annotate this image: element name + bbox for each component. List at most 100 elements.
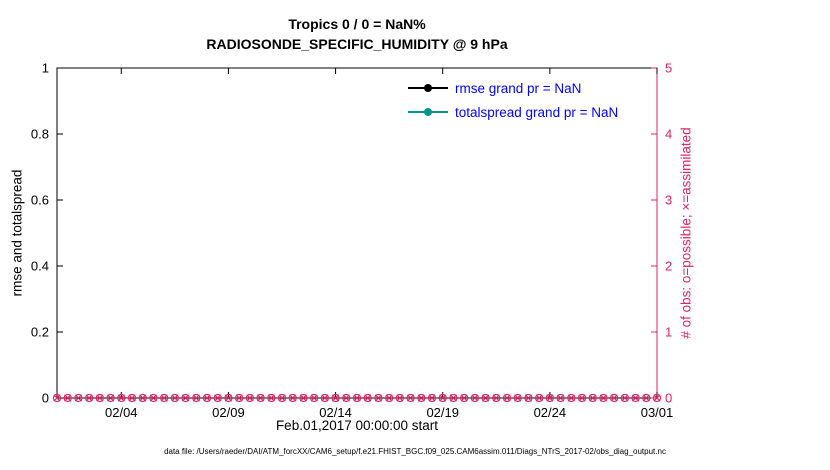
assimilated-obs-marker	[546, 394, 554, 402]
assimilated-obs-marker	[460, 394, 468, 402]
possible-obs-marker	[74, 393, 83, 403]
possible-obs-marker	[127, 393, 137, 403]
possible-obs-marker	[449, 393, 458, 403]
assimilated-obs-marker	[214, 394, 222, 402]
assimilated-obs-marker	[396, 394, 404, 402]
assimilated-obs-marker	[299, 394, 308, 402]
x-tick-label: 02/14	[319, 405, 352, 420]
y-axis-label-right: # of obs: o=possible; ×=assimilated	[678, 127, 694, 339]
possible-obs-marker	[245, 393, 255, 403]
assimilated-obs-marker	[289, 394, 297, 402]
y-tick-label-left: 1	[42, 61, 49, 76]
possible-obs-marker	[256, 393, 265, 403]
possible-obs-marker	[534, 393, 544, 403]
possible-obs-marker	[577, 393, 587, 403]
assimilated-obs-marker	[106, 394, 115, 402]
assimilated-obs-marker	[85, 394, 93, 402]
assimilated-obs-marker	[64, 394, 72, 402]
assimilated-obs-marker	[621, 394, 629, 402]
totalspread-line-marker-icon	[408, 108, 448, 116]
possible-obs-marker	[406, 393, 415, 403]
assimilated-obs-marker	[417, 394, 425, 402]
assimilated-obs-marker	[128, 394, 136, 402]
possible-obs-marker	[170, 393, 180, 403]
y-tick-label-left: 0	[42, 391, 49, 406]
possible-obs-marker	[202, 393, 212, 403]
possible-obs-marker	[502, 393, 512, 403]
possible-obs-marker	[320, 393, 330, 403]
y-tick-label-right: 4	[665, 127, 672, 142]
possible-obs-marker	[117, 393, 126, 403]
possible-obs-marker	[95, 393, 105, 403]
assimilated-obs-marker	[117, 394, 125, 402]
assimilated-obs-marker	[374, 394, 383, 402]
possible-obs-marker	[384, 393, 394, 403]
possible-obs-marker	[459, 393, 469, 403]
possible-obs-marker	[567, 393, 576, 403]
x-tick-label: 03/01	[641, 405, 674, 420]
possible-obs-marker	[234, 393, 244, 403]
assimilated-obs-marker	[171, 394, 179, 402]
y-axis-label-left: rmse and totalspread	[9, 169, 25, 297]
possible-obs-marker	[159, 393, 169, 403]
assimilated-obs-marker	[599, 394, 608, 402]
possible-obs-marker	[481, 393, 490, 403]
legend-row-totalspread: totalspread grand pr = NaN	[408, 100, 618, 124]
assimilated-obs-marker	[578, 394, 586, 402]
possible-obs-marker	[149, 393, 158, 403]
possible-obs-marker	[599, 393, 608, 403]
possible-obs-marker	[267, 393, 276, 403]
assimilated-obs-marker	[385, 394, 393, 402]
assimilated-obs-marker	[96, 394, 104, 402]
y-tick-label-left: 0.8	[31, 127, 49, 142]
assimilated-obs-marker	[556, 394, 565, 402]
possible-obs-marker	[84, 393, 94, 403]
possible-obs-marker	[631, 393, 640, 403]
assimilated-obs-marker	[481, 394, 490, 402]
assimilated-obs-marker	[589, 394, 597, 402]
possible-obs-marker	[374, 393, 383, 403]
possible-obs-marker	[395, 393, 405, 403]
x-tick-label: 02/04	[105, 405, 138, 420]
assimilated-obs-marker	[246, 394, 254, 402]
possible-obs-marker	[342, 393, 351, 403]
x-tick-label: 02/09	[212, 405, 245, 420]
possible-obs-marker	[192, 393, 201, 403]
assimilated-obs-marker	[471, 394, 479, 402]
assimilated-obs-marker	[203, 394, 211, 402]
x-tick-label: 02/24	[534, 405, 567, 420]
possible-obs-marker	[181, 393, 190, 403]
possible-obs-marker	[352, 393, 362, 403]
possible-obs-marker	[652, 393, 662, 403]
possible-obs-marker	[524, 393, 533, 403]
y-tick-label-right: 1	[665, 325, 672, 340]
assimilated-obs-marker	[610, 394, 618, 402]
legend: rmse grand pr = NaN totalspread grand pr…	[408, 76, 618, 124]
assimilated-obs-marker	[439, 394, 447, 402]
x-axis-label: Feb.01,2017 00:00:00 start	[275, 418, 439, 433]
possible-obs-marker	[288, 393, 297, 403]
possible-obs-marker	[52, 393, 62, 403]
assimilated-obs-marker	[503, 394, 511, 402]
rmse-line-marker-icon	[408, 84, 448, 92]
assimilated-obs-marker	[224, 394, 233, 402]
y-tick-label-left: 0.6	[31, 193, 49, 208]
assimilated-obs-marker	[653, 394, 661, 402]
assimilated-obs-marker	[364, 394, 372, 402]
possible-obs-marker	[417, 393, 426, 403]
legend-row-rmse: rmse grand pr = NaN	[408, 76, 618, 100]
assimilated-obs-marker	[342, 394, 350, 402]
possible-obs-marker	[609, 393, 619, 403]
x-axis: 02/04 02/09 02/14 02/19 02/24 03/01	[105, 68, 673, 420]
assimilated-obs-marker	[406, 394, 415, 402]
assimilated-obs-marker	[192, 394, 200, 402]
assimilated-obs-marker	[181, 394, 190, 402]
possible-obs-marker	[224, 393, 233, 403]
data-file-path: data file: /Users/raeder/DAI/ATM_forcXX/…	[164, 447, 666, 456]
possible-obs-marker	[309, 393, 319, 403]
assimilated-obs-marker	[567, 394, 575, 402]
assimilated-obs-marker	[428, 394, 436, 402]
possible-obs-marker	[620, 393, 630, 403]
obs-count-markers	[52, 393, 662, 403]
